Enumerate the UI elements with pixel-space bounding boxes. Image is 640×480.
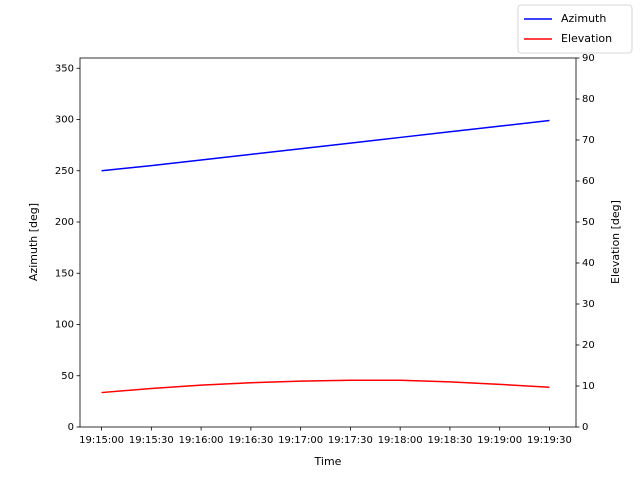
series-line xyxy=(101,379,550,394)
y-tick-label: 350 xyxy=(55,63,74,74)
y-tick-label: 150 xyxy=(55,268,74,279)
y2-tick-label: 40 xyxy=(582,258,595,269)
x-tick-label: 19:16:30 xyxy=(228,435,273,446)
x-tick-label: 19:17:00 xyxy=(278,435,323,446)
x-tick-label: 19:15:00 xyxy=(79,435,124,446)
legend-label: Azimuth xyxy=(561,12,606,25)
x-tick-label: 19:15:30 xyxy=(129,435,174,446)
x-tick-label: 19:18:00 xyxy=(378,435,423,446)
y2-tick-label: 30 xyxy=(582,299,595,310)
x-tick-label: 19:19:30 xyxy=(527,435,572,446)
y-axis-label: Azimuth [deg] xyxy=(27,203,40,281)
y2-tick-label: 60 xyxy=(582,176,595,187)
y2-tick-label: 90 xyxy=(582,53,595,64)
y2-tick-label: 20 xyxy=(582,340,595,351)
x-tick-label: 19:18:30 xyxy=(427,435,472,446)
y-tick-label: 50 xyxy=(61,371,74,382)
y2-tick-label: 80 xyxy=(582,94,595,105)
x-tick-label: 19:16:00 xyxy=(179,435,224,446)
y2-tick-label: 0 xyxy=(582,422,588,433)
y-tick-label: 100 xyxy=(55,320,74,331)
x-tick-label: 19:19:00 xyxy=(477,435,522,446)
y-tick-label: 200 xyxy=(55,217,74,228)
y-tick-label: 250 xyxy=(55,166,74,177)
plot-frame xyxy=(79,57,577,428)
y-tick-label: 0 xyxy=(68,422,74,433)
y2-axis-label: Elevation [deg] xyxy=(609,200,622,284)
legend-label: Elevation xyxy=(561,32,612,45)
series-line xyxy=(101,119,550,172)
y-tick-label: 300 xyxy=(55,115,74,126)
x-axis-label: Time xyxy=(314,455,342,468)
y2-tick-label: 50 xyxy=(582,217,595,228)
y2-tick-label: 10 xyxy=(582,381,595,392)
y2-tick-label: 70 xyxy=(582,135,595,146)
legend-box xyxy=(517,4,633,54)
x-tick-label: 19:17:30 xyxy=(328,435,373,446)
